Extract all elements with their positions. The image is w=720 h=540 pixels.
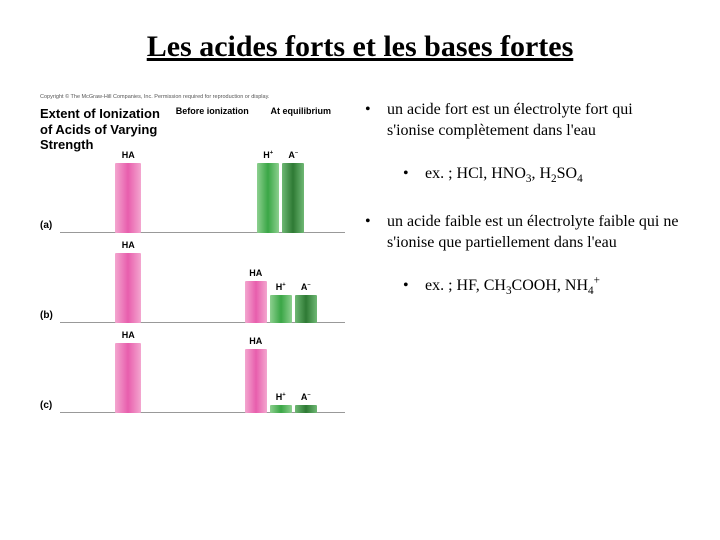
bar-label: HA (115, 330, 141, 340)
bar-label: H+ (257, 150, 279, 160)
bar-label: A– (295, 282, 317, 292)
bar-group-before: HA (64, 243, 193, 323)
figure-caption: Extent of Ionization of Acids of Varying… (40, 106, 160, 153)
bullet-icon: • (365, 100, 387, 142)
bullet-icon: • (365, 212, 387, 254)
bar-label: HA (245, 336, 267, 346)
bar-h-plus: H+ (257, 163, 279, 233)
page-title: Les acides forts et les bases fortes (40, 30, 680, 64)
bar-label: H+ (270, 392, 292, 402)
bar-a-minus: A– (282, 163, 304, 233)
bar-label: H+ (270, 282, 292, 292)
bullet-weak-acid-examples: • ex. ; HF, CH3COOH, NH4+ (403, 276, 680, 297)
bullet-icon: • (403, 164, 425, 185)
figure-column-headers: Before ionization At equilibrium (168, 106, 345, 116)
figure-panel: (b)HAHAH+A– (40, 243, 345, 323)
bar-ha-after: HA (245, 349, 267, 413)
bullet-weak-acid: • un acide faible est un électrolyte fai… (365, 212, 680, 254)
copyright-text: Copyright © The McGraw-Hill Companies, I… (40, 94, 345, 100)
bar-ha-before: HA (115, 343, 141, 413)
bullet-text: ex. ; HCl, HNO3, H2SO4 (425, 164, 583, 185)
bar-ha-before: HA (115, 253, 141, 323)
bullet-strong-acid: • un acide fort est un électrolyte fort … (365, 100, 680, 142)
content-row: Copyright © The McGraw-Hill Companies, I… (40, 94, 680, 423)
bar-label: HA (245, 268, 267, 278)
bar-a-minus: A– (295, 405, 317, 413)
bar-h-plus: H+ (270, 295, 292, 323)
bar-label: HA (115, 240, 141, 250)
bullet-text: ex. ; HF, CH3COOH, NH4+ (425, 276, 600, 297)
text-column: • un acide fort est un électrolyte fort … (365, 94, 680, 423)
bullet-text: un acide faible est un électrolyte faibl… (387, 212, 680, 254)
ionization-figure: Copyright © The McGraw-Hill Companies, I… (40, 94, 345, 423)
bar-ha-before: HA (115, 163, 141, 233)
bullet-icon: • (403, 276, 425, 297)
header-before: Before ionization (168, 106, 257, 116)
bar-group-before: HA (64, 153, 193, 233)
figure-panel: (c)HAHAH+A– (40, 333, 345, 413)
bar-a-minus: A– (295, 295, 317, 323)
bar-group-after: HAH+A– (217, 243, 346, 323)
bar-h-plus: H+ (270, 405, 292, 413)
bar-label: HA (115, 150, 141, 160)
bar-label: A– (282, 150, 304, 160)
bar-group-after: H+A– (217, 153, 346, 233)
bar-ha-after: HA (245, 281, 267, 323)
bullet-text: un acide fort est un électrolyte fort qu… (387, 100, 680, 142)
bar-label: A– (295, 392, 317, 402)
figure-panel: (a)HAH+A– (40, 153, 345, 233)
header-at: At equilibrium (257, 106, 346, 116)
bar-group-before: HA (64, 333, 193, 413)
bullet-strong-acid-examples: • ex. ; HCl, HNO3, H2SO4 (403, 164, 680, 185)
bar-group-after: HAH+A– (217, 333, 346, 413)
